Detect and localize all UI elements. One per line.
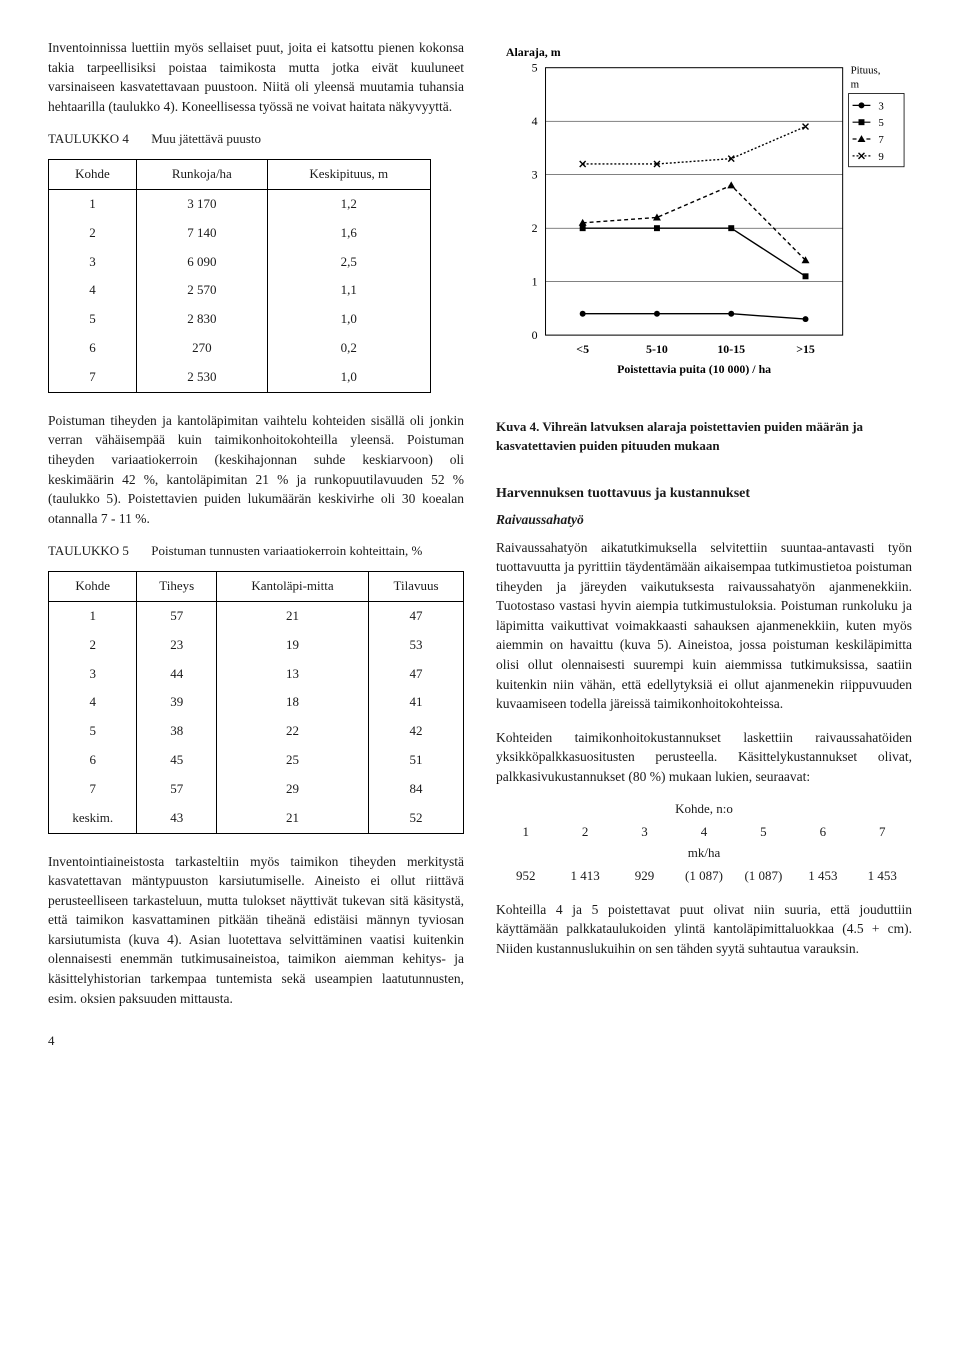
page-number: 4 xyxy=(48,1032,464,1051)
svg-text:<5: <5 xyxy=(576,342,589,356)
table5-col2: Kantoläpi-mitta xyxy=(216,572,368,602)
svg-text:3: 3 xyxy=(532,168,538,182)
table-row: 1572147 xyxy=(49,601,464,630)
table4-label: TAULUKKO 4 xyxy=(48,130,148,149)
table-row: 62700,2 xyxy=(49,334,431,363)
svg-text:m: m xyxy=(851,79,860,91)
svg-text:Pituus,: Pituus, xyxy=(851,65,881,77)
table-row: 42 5701,1 xyxy=(49,276,431,305)
table4-col2: Keskipituus, m xyxy=(267,160,430,190)
bottom-paragraph: Inventointiaineistosta tarkasteltiin myö… xyxy=(48,852,464,1009)
svg-text:9: 9 xyxy=(878,151,883,163)
table5-title: TAULUKKO 5 Poistuman tunnusten variaatio… xyxy=(48,542,464,561)
right-para-2: Kohteiden taimikonhoitokustannukset lask… xyxy=(496,728,912,787)
section-subheading: Raivaussahatyö xyxy=(496,510,912,530)
svg-text:4: 4 xyxy=(532,114,538,128)
table-row: keskim.432152 xyxy=(49,804,464,833)
table-row: 52 8301,0 xyxy=(49,305,431,334)
svg-text:>15: >15 xyxy=(796,342,815,356)
svg-text:5: 5 xyxy=(878,117,884,129)
cost-table-unit: mk/ha xyxy=(496,844,912,863)
table-row: 27 1401,6 xyxy=(49,219,431,248)
svg-text:10-15: 10-15 xyxy=(717,342,745,356)
cost-table-values: 9521 413929(1 087)(1 087)1 4531 453 xyxy=(496,867,912,886)
table-row: 4391841 xyxy=(49,688,464,717)
svg-text:1: 1 xyxy=(532,275,538,289)
cost-table: Kohde, n:o 1234567 mk/ha 9521 413929(1 0… xyxy=(496,800,912,885)
table-row: 2231953 xyxy=(49,631,464,660)
section-heading: Harvennuksen tuottavuus ja kustannukset xyxy=(496,484,912,504)
table5-label: TAULUKKO 5 xyxy=(48,542,148,561)
svg-text:Alaraja, m: Alaraja, m xyxy=(506,45,561,59)
right-para-1: Raivaussahatyön aikatutkimuksella selvit… xyxy=(496,538,912,714)
table-row: 72 5301,0 xyxy=(49,363,431,392)
table4-title: TAULUKKO 4 Muu jätettävä puusto xyxy=(48,130,464,149)
table5-col3: Tilavuus xyxy=(369,572,464,602)
table4-caption: Muu jätettävä puusto xyxy=(151,131,261,146)
mid-paragraph: Poistuman tiheyden ja kantoläpimitan vai… xyxy=(48,411,464,528)
svg-text:7: 7 xyxy=(878,134,884,146)
svg-text:3: 3 xyxy=(878,100,884,112)
table5-col0: Kohde xyxy=(49,572,137,602)
right-para-3: Kohteilla 4 ja 5 poistettavat puut oliva… xyxy=(496,900,912,959)
table5-col1: Tiheys xyxy=(137,572,217,602)
svg-text:5-10: 5-10 xyxy=(646,342,668,356)
svg-text:0: 0 xyxy=(532,328,538,342)
cost-table-header: Kohde, n:o xyxy=(496,800,912,819)
svg-text:2: 2 xyxy=(532,221,538,235)
table-row: 3441347 xyxy=(49,660,464,689)
svg-text:Poistettavia puita (10 000) /: Poistettavia puita (10 000) / ha xyxy=(617,362,771,376)
table-row: 7572984 xyxy=(49,775,464,804)
intro-paragraph: Inventoinnissa luettiin myös sellaiset p… xyxy=(48,38,464,116)
table4-col1: Runkoja/ha xyxy=(136,160,267,190)
cost-table-cols: 1234567 xyxy=(496,823,912,842)
table4: Kohde Runkoja/ha Keskipituus, m 13 1701,… xyxy=(48,159,431,393)
chart-figure-4: Alaraja, m 0 1 2 3 4 5 <5 5-10 10-15 >15 Poistettav… xyxy=(496,38,912,395)
table-row: 5382242 xyxy=(49,717,464,746)
svg-text:5: 5 xyxy=(532,61,538,75)
table-row: 36 0902,5 xyxy=(49,248,431,277)
table5: Kohde Tiheys Kantoläpi-mitta Tilavuus 15… xyxy=(48,571,464,834)
table4-col0: Kohde xyxy=(49,160,137,190)
table-row: 6452551 xyxy=(49,746,464,775)
table5-caption: Poistuman tunnusten variaatiokerroin koh… xyxy=(151,543,422,558)
table-row: 13 1701,2 xyxy=(49,189,431,218)
figure-4-caption: Kuva 4. Vihreän latvuksen alaraja poiste… xyxy=(496,418,912,456)
